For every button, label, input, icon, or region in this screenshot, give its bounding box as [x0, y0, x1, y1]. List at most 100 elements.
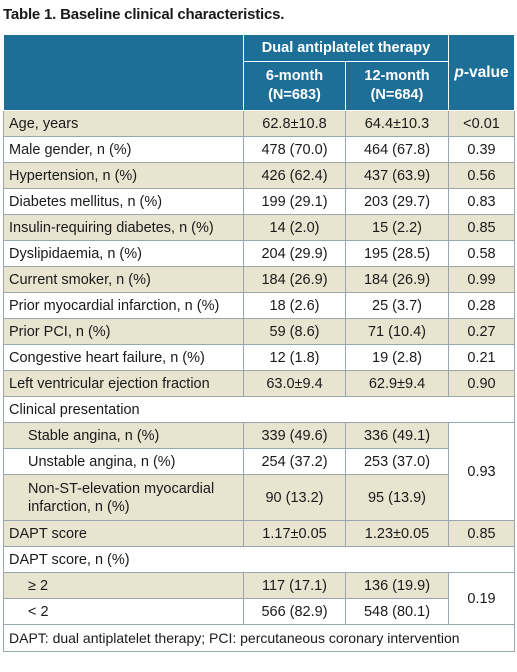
table-row: Congestive heart failure, n (%) 12 (1.8)… — [3, 344, 515, 371]
row-label: Age, years — [3, 110, 244, 137]
row-label: Unstable angina, n (%) — [3, 448, 244, 475]
value-12-month: 203 (29.7) — [345, 188, 449, 215]
section-label-dapt-score-n: DAPT score, n (%) — [3, 546, 515, 573]
header-12-month-label: 12-month — [364, 68, 430, 84]
p-value: 0.85 — [448, 520, 515, 547]
row-label: Left ventricular ejection fraction — [3, 370, 244, 397]
row-label: DAPT score — [3, 520, 244, 547]
header-6-month-label: 6-month — [265, 68, 324, 84]
value-12-month: 195 (28.5) — [345, 240, 449, 267]
table-row: Current smoker, n (%) 184 (26.9) 184 (26… — [3, 266, 515, 293]
value-12-month: 136 (19.9) — [345, 572, 449, 599]
row-label: Non-ST-elevation myocardial infarction, n… — [3, 474, 244, 521]
table-row: Non-ST-elevation myocardial infarction, n… — [3, 474, 515, 521]
header-6-month: 6-month (N=683) — [243, 61, 346, 111]
row-label: Prior myocardial infarction, n (%) — [3, 292, 244, 319]
value-12-month: 95 (13.9) — [345, 474, 449, 521]
value-6-month: 184 (26.9) — [243, 266, 346, 293]
value-6-month: 62.8±10.8 — [243, 110, 346, 137]
value-12-month: 1.23±0.05 — [345, 520, 449, 547]
p-value: 0.21 — [448, 344, 515, 371]
row-label-line-1: Non-ST-elevation myocardial — [28, 480, 215, 497]
value-12-month: 15 (2.2) — [345, 214, 449, 241]
value-12-month: 19 (2.8) — [345, 344, 449, 371]
row-label: < 2 — [3, 598, 244, 625]
baseline-characteristics-table: Dual antiplatelet therapy p-value 6-mont… — [3, 34, 515, 652]
p-value: 0.56 — [448, 162, 515, 189]
row-label: Current smoker, n (%) — [3, 266, 244, 293]
row-label-line-2: infarction, n (%) — [28, 498, 130, 515]
footnote-row: DAPT: dual antiplatelet therapy; PCI: pe… — [3, 624, 515, 652]
value-6-month: 199 (29.1) — [243, 188, 346, 215]
value-12-month: 62.9±9.4 — [345, 370, 449, 397]
table-row: Hypertension, n (%) 426 (62.4) 437 (63.9… — [3, 162, 515, 189]
table-row: Male gender, n (%) 478 (70.0) 464 (67.8)… — [3, 136, 515, 163]
value-12-month: 64.4±10.3 — [345, 110, 449, 137]
value-6-month: 204 (29.9) — [243, 240, 346, 267]
value-6-month: 566 (82.9) — [243, 598, 346, 625]
row-label: Prior PCI, n (%) — [3, 318, 244, 345]
p-value-merged: 0.19 — [448, 572, 515, 625]
value-6-month: 18 (2.6) — [243, 292, 346, 319]
value-12-month: 548 (80.1) — [345, 598, 449, 625]
table-title: Table 1. Baseline clinical characteristi… — [3, 6, 285, 23]
value-6-month: 12 (1.8) — [243, 344, 346, 371]
value-6-month: 339 (49.6) — [243, 422, 346, 449]
row-label: ≥ 2 — [3, 572, 244, 599]
value-6-month: 59 (8.6) — [243, 318, 346, 345]
header-p-rest: -value — [463, 63, 509, 81]
p-value: 0.28 — [448, 292, 515, 319]
p-value-merged: 0.93 — [448, 422, 515, 521]
row-label: Hypertension, n (%) — [3, 162, 244, 189]
p-value: 0.27 — [448, 318, 515, 345]
value-12-month: 336 (49.1) — [345, 422, 449, 449]
row-label: Diabetes mellitus, n (%) — [3, 188, 244, 215]
table-row: Unstable angina, n (%) 254 (37.2) 253 (3… — [3, 448, 515, 475]
row-label: Congestive heart failure, n (%) — [3, 344, 244, 371]
value-6-month: 14 (2.0) — [243, 214, 346, 241]
row-label: Insulin-requiring diabetes, n (%) — [3, 214, 244, 241]
table-row: Insulin-requiring diabetes, n (%) 14 (2.… — [3, 214, 515, 241]
p-value: 0.85 — [448, 214, 515, 241]
row-label: Stable angina, n (%) — [3, 422, 244, 449]
section-header-row: DAPT score, n (%) — [3, 546, 515, 573]
value-6-month: 1.17±0.05 — [243, 520, 346, 547]
table-row: Prior PCI, n (%) 59 (8.6) 71 (10.4) 0.27 — [3, 318, 515, 345]
value-12-month: 25 (3.7) — [345, 292, 449, 319]
value-6-month: 478 (70.0) — [243, 136, 346, 163]
header-blank-cell — [3, 34, 244, 111]
table-row: < 2 566 (82.9) 548 (80.1) — [3, 598, 515, 625]
header-6-month-n: (N=683) — [268, 87, 321, 103]
p-value: 0.90 — [448, 370, 515, 397]
section-label-clinical-presentation: Clinical presentation — [3, 396, 515, 423]
header-p-italic: p — [454, 63, 464, 81]
p-value: 0.58 — [448, 240, 515, 267]
row-label: Dyslipidaemia, n (%) — [3, 240, 244, 267]
section-header-row: Clinical presentation — [3, 396, 515, 423]
header-12-month-n: (N=684) — [370, 87, 424, 103]
value-6-month: 63.0±9.4 — [243, 370, 346, 397]
table-row: Diabetes mellitus, n (%) 199 (29.1) 203 … — [3, 188, 515, 215]
value-12-month: 253 (37.0) — [345, 448, 449, 475]
table-row: Stable angina, n (%) 339 (49.6) 336 (49.… — [3, 422, 515, 521]
value-12-month: 71 (10.4) — [345, 318, 449, 345]
table-row: Age, years 62.8±10.8 64.4±10.3 <0.01 — [3, 110, 515, 137]
table-row: Left ventricular ejection fraction 63.0±… — [3, 370, 515, 397]
header-group-label: Dual antiplatelet therapy — [243, 34, 449, 62]
header-p-value: p-value — [448, 34, 515, 111]
value-6-month: 117 (17.1) — [243, 572, 346, 599]
p-value: 0.99 — [448, 266, 515, 293]
header-12-month: 12-month (N=684) — [345, 61, 449, 111]
value-6-month: 254 (37.2) — [243, 448, 346, 475]
value-12-month: 184 (26.9) — [345, 266, 449, 293]
value-6-month: 90 (13.2) — [243, 474, 346, 521]
p-value: 0.39 — [448, 136, 515, 163]
p-value: 0.83 — [448, 188, 515, 215]
table-row: DAPT score 1.17±0.05 1.23±0.05 0.85 — [3, 520, 515, 547]
table-row: Prior myocardial infarction, n (%) 18 (2… — [3, 292, 515, 319]
value-12-month: 464 (67.8) — [345, 136, 449, 163]
value-6-month: 426 (62.4) — [243, 162, 346, 189]
footnote: DAPT: dual antiplatelet therapy; PCI: pe… — [3, 624, 515, 652]
value-12-month: 437 (63.9) — [345, 162, 449, 189]
p-value: <0.01 — [448, 110, 515, 137]
